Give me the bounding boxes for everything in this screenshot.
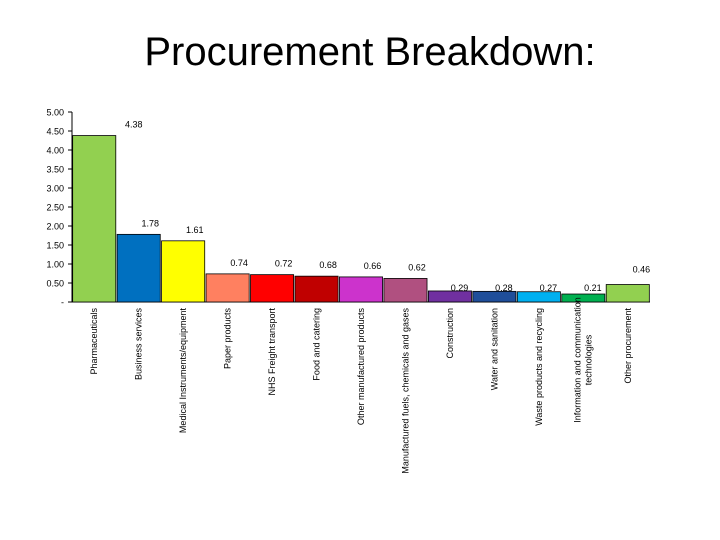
y-tick-label: 4.00 — [46, 146, 64, 156]
y-tick-label: 2.00 — [46, 222, 64, 232]
category-label: Construction — [445, 308, 455, 359]
value-label: 0.27 — [540, 283, 558, 293]
bar — [294, 275, 339, 303]
y-tick-label: 3.50 — [46, 165, 64, 175]
value-label: 0.62 — [408, 262, 426, 272]
value-label: 0.29 — [451, 283, 469, 293]
category-label-line: Pharmaceuticals — [89, 308, 99, 375]
value-label: 0.46 — [633, 265, 651, 275]
category-label-line: Manufactured fuels, chemicals and gases — [400, 308, 410, 474]
category-label: Paper products — [223, 308, 233, 370]
y-tick-label: 3.00 — [46, 184, 64, 194]
category-label-line: technologies — [583, 334, 593, 385]
value-label: 0.21 — [584, 283, 602, 293]
category-label-line: Waste products and recycling — [534, 308, 544, 426]
bar — [383, 278, 428, 303]
bar — [561, 293, 606, 303]
category-label: Pharmaceuticals — [89, 308, 99, 375]
category-label: Manufactured fuels, chemicals and gases — [400, 308, 410, 474]
y-tick-label: 0.50 — [46, 279, 64, 289]
category-label-line: Food and catering — [312, 308, 322, 381]
bar — [472, 290, 517, 303]
bar — [605, 284, 650, 303]
y-tick-label: 4.50 — [46, 127, 64, 137]
category-label-line: Information and communication — [572, 297, 582, 423]
y-tick-label: 1.50 — [46, 241, 64, 251]
category-label-line: Other procurement — [623, 308, 633, 384]
bar — [72, 135, 117, 303]
value-label: 0.72 — [275, 259, 293, 269]
category-label: Other procurement — [623, 308, 633, 384]
value-label: 1.78 — [141, 218, 159, 228]
y-tick-label: 2.50 — [46, 203, 64, 213]
category-label-line: Water and sanitation — [489, 308, 499, 390]
category-label: Water and sanitation — [489, 308, 499, 390]
value-label: 4.38 — [125, 120, 143, 130]
category-label: Waste products and recycling — [534, 308, 544, 426]
category-label: Other manufactured products — [356, 308, 366, 426]
bar — [339, 276, 383, 303]
y-tick-label: 1.00 — [46, 260, 64, 270]
category-label-line: Paper products — [223, 308, 233, 370]
category-label: Information and communicationtechnologie… — [572, 297, 593, 423]
bars — [72, 135, 650, 303]
slide-title: Procurement Breakdown: — [144, 30, 596, 74]
y-tick-label: - — [61, 298, 64, 308]
value-label: 0.28 — [495, 283, 513, 293]
bar — [161, 240, 206, 303]
value-labels: 4.38 1.78 1.61 0.74 0.72 0.68 0.66 0.62 0.29 0.28… — [125, 120, 650, 294]
y-tick-label: 5.00 — [46, 108, 64, 118]
category-label-line: Business services — [134, 308, 144, 381]
category-label-line: Other manufactured products — [356, 308, 366, 426]
category-label-line: NHS Freight transport — [267, 308, 277, 396]
bar — [427, 290, 472, 303]
value-label: 1.61 — [186, 225, 204, 235]
value-label: 0.74 — [230, 258, 248, 268]
category-label: Food and catering — [312, 308, 322, 381]
category-label: Business services — [134, 308, 144, 381]
bar — [205, 273, 250, 303]
category-labels: Pharmaceuticals Business services Medical … — [89, 297, 633, 473]
bar — [116, 233, 161, 303]
category-label-line: Medical Instruments/equipment — [178, 308, 188, 434]
bar — [250, 274, 295, 303]
category-label: NHS Freight transport — [267, 308, 277, 396]
category-label-line: Construction — [445, 308, 455, 359]
category-label: Medical Instruments/equipment — [178, 308, 188, 434]
value-label: 0.66 — [364, 261, 382, 271]
value-label: 0.68 — [319, 260, 337, 270]
bar — [516, 291, 561, 303]
